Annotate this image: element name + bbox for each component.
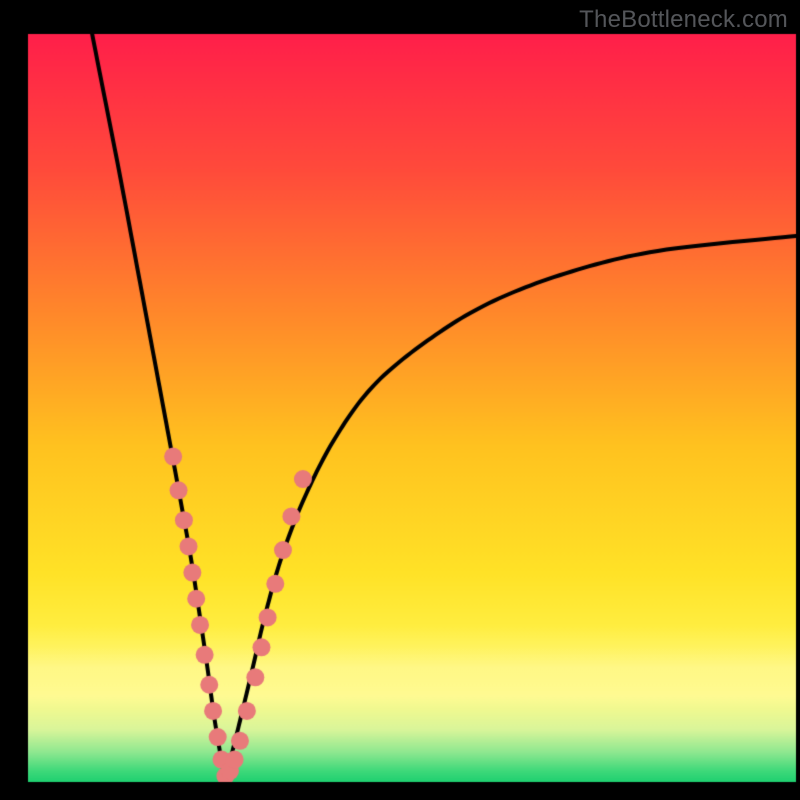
watermark: TheBottleneck.com [579,6,788,34]
chart-canvas [0,0,800,800]
